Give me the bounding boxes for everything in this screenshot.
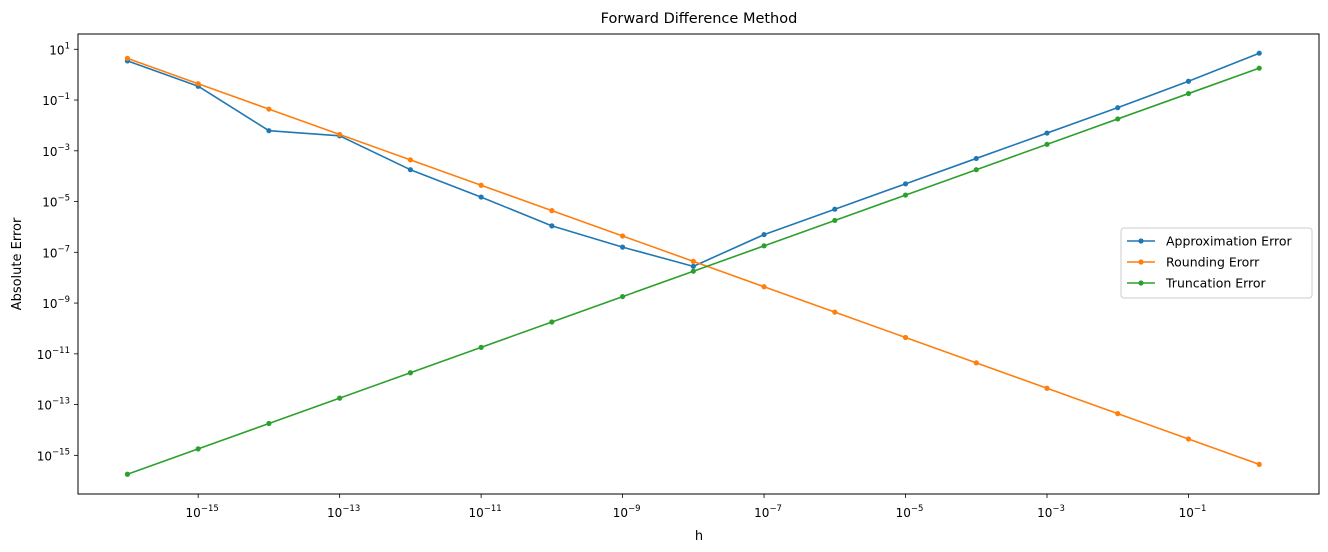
data-point bbox=[973, 155, 979, 162]
data-point bbox=[1256, 50, 1262, 56]
x-tick-label: 10−1 bbox=[1179, 504, 1207, 520]
y-tick-label: 10−1 bbox=[42, 92, 70, 108]
data-point bbox=[690, 263, 696, 269]
data-point bbox=[195, 81, 201, 87]
x-tick-label: 10−3 bbox=[1037, 504, 1065, 520]
x-tick-label: 10−13 bbox=[327, 504, 360, 520]
data-point bbox=[1256, 65, 1262, 71]
legend-item: Rounding Erorr bbox=[1127, 255, 1260, 270]
data-point bbox=[1115, 105, 1121, 111]
data-point bbox=[195, 446, 201, 452]
data-point bbox=[124, 471, 131, 477]
x-tick-label: 10−11 bbox=[469, 504, 502, 520]
data-point bbox=[1185, 436, 1192, 442]
legend-label: Truncation Error bbox=[1165, 276, 1267, 291]
y-tick-label: 10−9 bbox=[42, 295, 70, 311]
legend-marker bbox=[1138, 238, 1144, 244]
data-point bbox=[1044, 141, 1050, 147]
x-tick-label: 10−5 bbox=[896, 504, 924, 520]
data-point bbox=[478, 182, 484, 188]
y-tick-label: 10−3 bbox=[42, 143, 70, 159]
data-point bbox=[1185, 90, 1192, 97]
legend-box bbox=[1120, 227, 1313, 299]
data-point bbox=[1115, 411, 1121, 417]
y-axis-ticks: 101 10−1 10−3 10−5 10−7 10−9 10−11 10−13 10−15 bbox=[37, 41, 78, 463]
data-point bbox=[478, 344, 484, 350]
data-point bbox=[1044, 130, 1050, 136]
data-point bbox=[619, 233, 626, 239]
data-point bbox=[266, 106, 272, 112]
chart-title: Forward Difference Method bbox=[601, 11, 798, 27]
data-point bbox=[337, 395, 343, 401]
data-point bbox=[902, 181, 909, 187]
data-point bbox=[549, 208, 555, 214]
data-point bbox=[832, 206, 838, 212]
legend-marker bbox=[1138, 259, 1144, 265]
y-tick-label: 10−11 bbox=[37, 346, 70, 362]
data-point bbox=[761, 243, 767, 249]
y-tick-label: 101 bbox=[49, 41, 70, 57]
data-point bbox=[1044, 385, 1050, 391]
y-tick-label: 10−13 bbox=[37, 397, 70, 413]
data-point bbox=[1115, 116, 1121, 122]
data-point bbox=[549, 319, 555, 325]
series-layer bbox=[124, 50, 1262, 477]
data-point bbox=[266, 128, 272, 134]
data-point bbox=[619, 244, 626, 250]
legend-marker bbox=[1138, 280, 1144, 286]
data-point bbox=[337, 131, 343, 138]
x-axis-ticks: 10−15 10−13 10−11 10−9 10−7 10−5 10−3 10−1 bbox=[186, 494, 1207, 520]
data-point bbox=[478, 194, 484, 200]
data-point bbox=[407, 167, 413, 173]
legend: Approximation Error Rounding Erorr Truncat… bbox=[1120, 227, 1313, 299]
data-point bbox=[124, 55, 131, 61]
x-tick-label: 10−9 bbox=[613, 504, 641, 520]
legend-item: Truncation Error bbox=[1127, 276, 1267, 291]
plot-area bbox=[77, 33, 1320, 495]
data-point bbox=[549, 223, 555, 229]
data-point bbox=[832, 217, 838, 224]
data-point bbox=[902, 334, 909, 341]
data-point bbox=[690, 268, 696, 274]
legend-label: Approximation Error bbox=[1166, 234, 1293, 249]
data-point bbox=[761, 231, 767, 238]
legend-items: Approximation Error Rounding Erorr Truncat… bbox=[1127, 234, 1293, 291]
series-1 bbox=[124, 50, 1262, 269]
y-axis-label: Absolute Error bbox=[10, 217, 25, 310]
data-point bbox=[973, 360, 979, 366]
data-point bbox=[266, 420, 272, 427]
legend-item: Approximation Error bbox=[1127, 234, 1293, 249]
data-point bbox=[1185, 78, 1192, 84]
data-point bbox=[407, 370, 413, 376]
y-tick-label: 10−15 bbox=[37, 447, 70, 463]
series-3 bbox=[124, 65, 1262, 477]
data-point bbox=[902, 192, 909, 198]
x-axis-label: h bbox=[695, 529, 703, 544]
data-point bbox=[1256, 461, 1262, 467]
data-point bbox=[690, 258, 696, 264]
data-point bbox=[832, 309, 838, 315]
x-tick-label: 10−15 bbox=[186, 504, 219, 520]
y-tick-label: 10−7 bbox=[42, 244, 70, 260]
data-point bbox=[407, 157, 413, 163]
data-point bbox=[973, 167, 979, 173]
x-tick-label: 10−7 bbox=[754, 504, 782, 520]
data-point bbox=[619, 293, 626, 300]
series-2 bbox=[124, 55, 1262, 467]
y-tick-label: 10−5 bbox=[42, 194, 70, 210]
legend-label: Rounding Erorr bbox=[1166, 255, 1260, 270]
data-point bbox=[761, 284, 767, 290]
